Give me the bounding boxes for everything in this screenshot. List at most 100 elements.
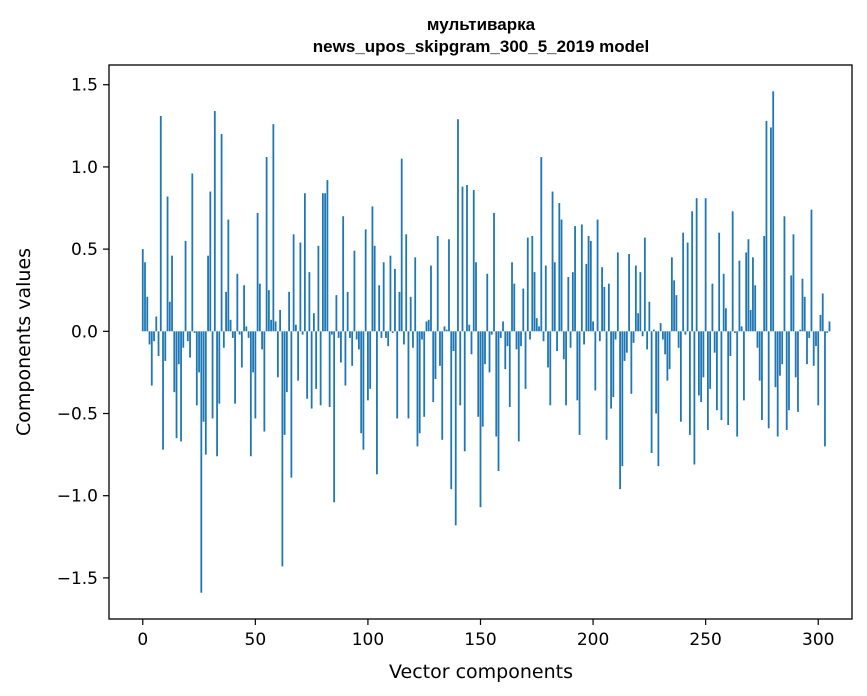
bar — [360, 331, 363, 434]
bar — [335, 295, 338, 332]
bar — [346, 291, 349, 332]
bar — [166, 196, 169, 332]
bar — [310, 331, 313, 409]
bar — [216, 331, 218, 457]
bar — [812, 331, 815, 366]
bar — [362, 331, 365, 450]
bar — [763, 235, 766, 332]
bar — [722, 273, 725, 332]
bar — [776, 331, 779, 437]
bar — [405, 234, 408, 332]
bar — [623, 331, 626, 361]
bar — [249, 331, 252, 457]
bar — [756, 331, 759, 348]
bar — [484, 331, 486, 365]
bar — [189, 331, 191, 358]
bar — [761, 331, 763, 421]
x-tick-label: 300 — [802, 630, 834, 650]
bar — [738, 260, 741, 332]
bar — [220, 134, 223, 332]
bar — [682, 232, 685, 332]
x-tick-label: 150 — [464, 630, 496, 650]
bar — [276, 331, 279, 378]
bar — [247, 331, 250, 338]
bar — [385, 331, 387, 338]
bar — [294, 324, 297, 332]
bar — [734, 331, 736, 333]
bar — [698, 331, 700, 396]
bar — [589, 240, 592, 332]
bar — [495, 331, 498, 437]
bar — [364, 229, 367, 332]
bar — [497, 331, 500, 472]
bar — [799, 329, 802, 332]
bar — [666, 331, 669, 381]
bar — [556, 331, 558, 352]
bar — [391, 331, 394, 333]
bar — [490, 331, 493, 335]
bar — [254, 331, 257, 419]
bar — [745, 252, 748, 332]
bar — [517, 331, 520, 442]
bar — [810, 209, 813, 332]
bar — [619, 331, 621, 490]
bar — [382, 262, 385, 332]
bar — [270, 319, 273, 332]
bar — [652, 329, 655, 332]
bar — [371, 206, 374, 332]
bar — [340, 331, 342, 363]
bar — [675, 295, 678, 332]
bar — [423, 331, 426, 417]
bar — [461, 186, 464, 332]
bar — [758, 331, 761, 381]
bar — [808, 331, 811, 338]
bar — [312, 313, 315, 332]
bar — [198, 331, 200, 373]
bar — [824, 331, 826, 447]
bar — [459, 331, 462, 406]
bar — [355, 331, 358, 340]
bar — [394, 268, 396, 332]
bar — [632, 331, 635, 343]
bar — [463, 331, 466, 452]
bar — [686, 242, 689, 332]
bar — [700, 331, 703, 402]
bar — [211, 331, 214, 419]
bar — [263, 331, 266, 432]
bar — [727, 331, 730, 426]
bar — [569, 331, 572, 348]
bar — [180, 331, 182, 442]
bar — [450, 331, 453, 490]
bar — [407, 331, 410, 419]
bar — [783, 216, 786, 332]
bar — [650, 331, 653, 453]
bar — [520, 331, 522, 347]
plot-frame — [108, 64, 853, 620]
bar — [222, 331, 225, 348]
bar — [643, 237, 646, 332]
bar — [164, 331, 167, 361]
bar — [240, 331, 243, 368]
bar — [288, 291, 291, 332]
bar — [767, 331, 770, 429]
bar — [819, 314, 822, 332]
bar — [747, 239, 750, 332]
bar — [144, 262, 146, 332]
bar — [148, 331, 151, 345]
bar — [252, 331, 254, 373]
bar — [351, 331, 354, 366]
bar — [601, 267, 603, 332]
bar — [713, 331, 716, 353]
bar — [324, 193, 327, 332]
bar — [515, 331, 518, 350]
bar — [587, 235, 590, 332]
bar — [560, 219, 563, 332]
bar — [457, 119, 459, 332]
bar — [709, 331, 712, 389]
bar — [443, 326, 446, 332]
bar — [630, 331, 633, 394]
bar — [664, 331, 667, 355]
bar — [337, 331, 340, 338]
bar — [580, 224, 583, 332]
